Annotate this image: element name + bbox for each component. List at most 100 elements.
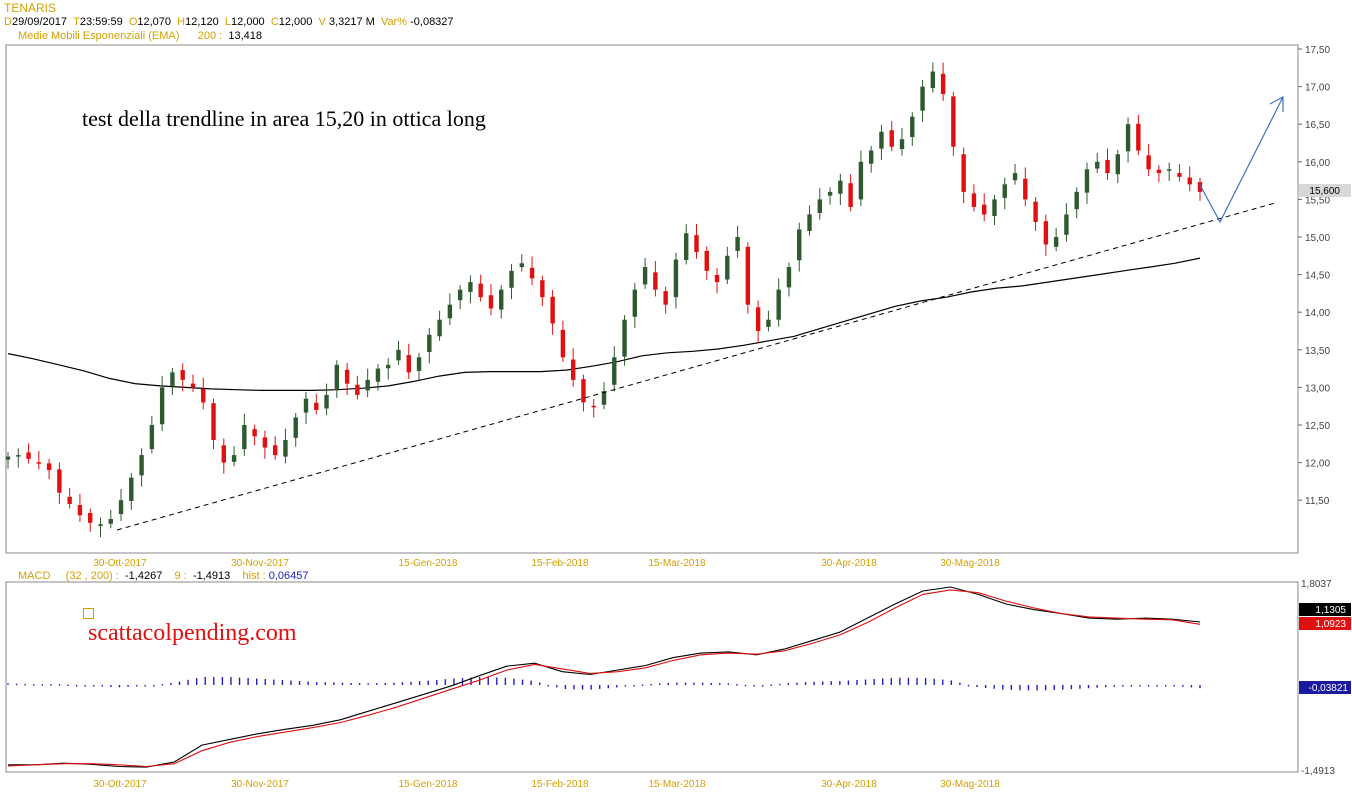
candle-body bbox=[149, 425, 155, 450]
y-tick-label: 17,00 bbox=[1305, 83, 1330, 94]
candle-body bbox=[159, 387, 165, 425]
candle-body bbox=[581, 379, 586, 403]
candle-body bbox=[540, 280, 545, 298]
candle-body bbox=[982, 204, 987, 215]
candle-body bbox=[704, 250, 709, 271]
candle-body bbox=[714, 274, 720, 283]
candle-body bbox=[930, 71, 936, 89]
x-date-label: 30-Apr-2018 bbox=[821, 779, 877, 790]
y-tick-label: 15,50 bbox=[1305, 195, 1330, 206]
candle-body bbox=[755, 307, 761, 331]
candle-body bbox=[98, 524, 103, 526]
hist-value-tag bbox=[1299, 681, 1351, 694]
candle-body bbox=[642, 267, 648, 285]
candle-body bbox=[242, 425, 247, 450]
candle-body bbox=[550, 296, 555, 324]
candle-body bbox=[139, 455, 144, 476]
candle-body bbox=[519, 263, 524, 268]
candle-body bbox=[67, 496, 72, 504]
candle-body bbox=[735, 237, 740, 251]
candle-body bbox=[858, 161, 864, 200]
candle-body bbox=[1105, 159, 1110, 174]
y-tick-label: 17,50 bbox=[1305, 45, 1330, 56]
candle-body bbox=[344, 369, 350, 384]
candle-body bbox=[971, 193, 977, 207]
candle-body bbox=[684, 233, 689, 260]
candle-body bbox=[375, 368, 381, 382]
candle-body bbox=[786, 267, 792, 288]
candle-body bbox=[745, 246, 751, 305]
candle-body bbox=[262, 437, 268, 448]
candle-body bbox=[324, 394, 329, 409]
candle-body bbox=[1156, 169, 1162, 174]
macd-axis-bottom: -1,4913 bbox=[1301, 766, 1335, 777]
y-tick-label: 16,00 bbox=[1305, 158, 1330, 169]
candle-body bbox=[653, 272, 658, 290]
candle-body bbox=[632, 289, 638, 317]
signal-line bbox=[7, 589, 1201, 768]
candle-body bbox=[180, 370, 185, 380]
candle-body bbox=[170, 372, 175, 386]
candle-body bbox=[663, 291, 668, 305]
macd-value-label: 1,1305 bbox=[1315, 605, 1346, 616]
candle-body bbox=[355, 384, 360, 395]
square-marker-icon bbox=[83, 608, 94, 619]
candle-body bbox=[570, 359, 576, 380]
candle-body bbox=[509, 270, 514, 288]
candle-body bbox=[272, 445, 278, 456]
candle-body bbox=[437, 319, 442, 337]
candle-body bbox=[1023, 178, 1028, 200]
x-date-label: 30-Nov-2017 bbox=[231, 558, 289, 569]
y-tick-label: 13,00 bbox=[1305, 383, 1330, 394]
candle-body bbox=[1177, 173, 1182, 177]
candle-body bbox=[77, 505, 83, 516]
macd-value-tag bbox=[1299, 603, 1351, 616]
candle-body bbox=[5, 456, 11, 460]
candle-body bbox=[221, 445, 226, 463]
candle-body bbox=[992, 199, 997, 216]
candle-body bbox=[1136, 123, 1141, 151]
candle-body bbox=[827, 191, 833, 196]
candle-body bbox=[591, 405, 596, 408]
x-date-label: 30-Nov-2017 bbox=[231, 779, 289, 790]
x-date-label: 30-Ott-2017 bbox=[93, 779, 147, 790]
candle-body bbox=[879, 131, 884, 149]
candle-body bbox=[889, 130, 894, 147]
candle-body bbox=[303, 398, 309, 413]
candle-body bbox=[231, 455, 237, 462]
x-date-label: 15-Mar-2018 bbox=[648, 779, 706, 790]
y-tick-label: 12,00 bbox=[1305, 459, 1330, 470]
candle-body bbox=[334, 364, 340, 389]
candle-body bbox=[725, 255, 730, 280]
y-tick-label: 12,50 bbox=[1305, 421, 1330, 432]
candle-body bbox=[612, 357, 617, 385]
y-tick-label: 11,50 bbox=[1305, 496, 1330, 507]
candle-body bbox=[499, 289, 504, 310]
y-tick-label: 14,50 bbox=[1305, 271, 1330, 282]
candle-body bbox=[416, 357, 422, 371]
candle-body bbox=[46, 463, 52, 471]
candle-body bbox=[560, 329, 566, 358]
last-price-label: 15,600 bbox=[1309, 186, 1340, 197]
candle-body bbox=[211, 403, 216, 441]
projection-arrow bbox=[1199, 96, 1284, 224]
candle-body bbox=[1074, 191, 1079, 210]
candle-body bbox=[694, 235, 699, 253]
candle-body bbox=[386, 364, 391, 369]
candle-body bbox=[427, 334, 432, 353]
x-date-label: 15-Feb-2018 bbox=[531, 779, 589, 790]
candle-body bbox=[293, 417, 298, 438]
candle-body bbox=[36, 462, 42, 464]
candle-body bbox=[868, 150, 874, 164]
candle-body bbox=[314, 402, 319, 410]
arrow-head-icon bbox=[1269, 95, 1284, 112]
candle-body bbox=[88, 512, 93, 523]
candle-body bbox=[1002, 184, 1007, 198]
y-tick-label: 15,00 bbox=[1305, 233, 1330, 244]
candle-body bbox=[622, 319, 627, 357]
candle-body bbox=[776, 289, 781, 320]
x-date-label: 15-Mar-2018 bbox=[648, 558, 706, 569]
candle-body bbox=[1146, 155, 1151, 170]
candle-body bbox=[108, 519, 113, 524]
candle-body bbox=[283, 440, 288, 457]
